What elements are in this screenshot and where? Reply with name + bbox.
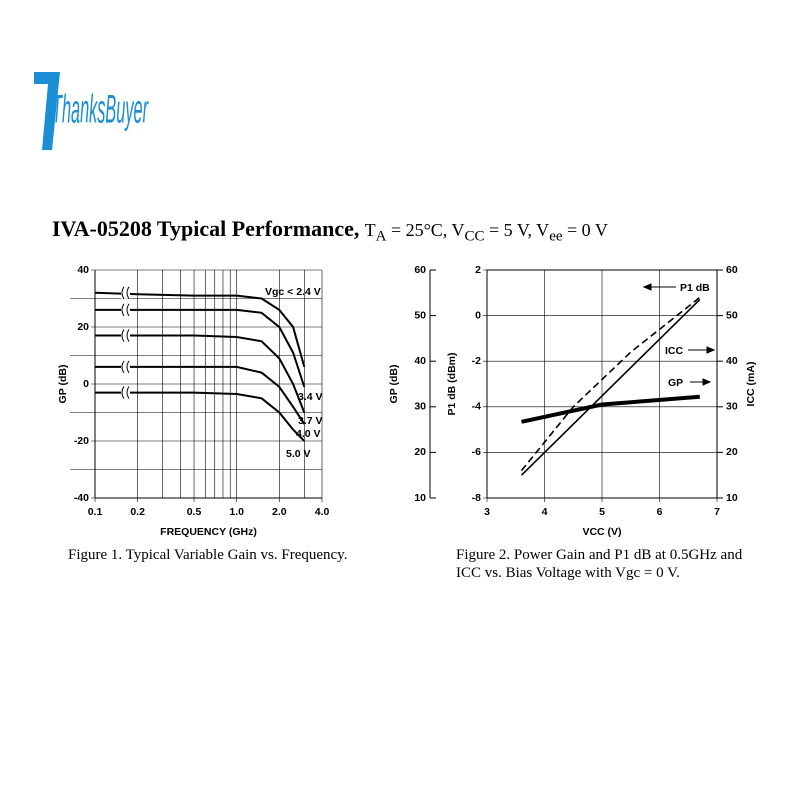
series-line — [95, 365, 306, 425]
series-line — [94, 291, 306, 368]
x-tick-label: 6 — [657, 506, 663, 518]
break — [121, 303, 130, 316]
break-mark — [121, 386, 130, 399]
x-tick-label: 0.1 — [88, 506, 103, 518]
y2-tick-label: 30 — [726, 401, 738, 413]
y-tick-label: -2 — [472, 355, 481, 367]
x-tick-label: 0.5 — [187, 506, 202, 518]
break — [121, 386, 130, 399]
break-mark — [121, 329, 130, 342]
plot-frame — [486, 269, 718, 499]
x-axis-label: FREQUENCY (GHz) — [160, 526, 257, 538]
x-tick-label: 1.0 — [229, 506, 244, 518]
x-tick-label: 3 — [484, 506, 490, 518]
y2-tick-label: 50 — [726, 309, 738, 321]
y-tick-label: -4 — [472, 401, 481, 413]
series-line — [520, 299, 701, 476]
y-tick-label: 40 — [77, 264, 89, 276]
y3-tick-label: 20 — [414, 446, 426, 458]
series-line — [95, 308, 306, 388]
y3-tick-label: 40 — [414, 355, 426, 367]
y-tick-label: -40 — [74, 492, 89, 504]
y-axis-label: GP (dB) — [57, 365, 69, 404]
y-tick-label: 2 — [475, 264, 481, 276]
x-tick-label: 5 — [599, 506, 605, 518]
y2-tick-label: 60 — [726, 264, 738, 276]
series-line — [95, 334, 306, 413]
y-tick-label: -6 — [472, 446, 481, 458]
y-tick-label: -8 — [472, 492, 481, 504]
series-label: 3.4 V — [298, 391, 323, 403]
break — [121, 360, 130, 373]
x-tick-label: 0.2 — [130, 506, 145, 518]
series-label: P1 dB — [680, 282, 710, 294]
y2-tick-label: 20 — [726, 446, 738, 458]
caption: Figure 1. Typical Variable Gain vs. Freq… — [68, 547, 348, 563]
arrow — [690, 378, 712, 386]
condition-part: = 5 V, V — [484, 220, 550, 240]
y3-axis-label: GP (dB) — [388, 365, 400, 404]
series-label: 5.0 V — [286, 448, 311, 460]
y2-tick-label: 10 — [726, 492, 738, 504]
break-mark — [121, 286, 130, 300]
series-label: ICC — [665, 345, 684, 357]
series-line — [521, 394, 700, 424]
x-tick-label: 2.0 — [272, 506, 287, 518]
series-line — [520, 296, 701, 472]
y-tick-label: 0 — [83, 378, 89, 390]
condition-part: ee — [549, 228, 563, 245]
break-mark — [121, 360, 130, 374]
x-axis-label: VCC (V) — [582, 526, 621, 538]
logo-icon — [34, 72, 60, 150]
series-label: 4.0 V — [296, 428, 321, 440]
conditions: TA = 25°C, VCC = 5 V, Vee = 0 V — [364, 220, 608, 245]
condition-part: T — [364, 220, 376, 240]
y2-tick-label: 40 — [726, 355, 738, 367]
condition-part: = 25°C, V — [386, 220, 465, 240]
y-tick-label: 0 — [475, 309, 481, 321]
y3-tick-label: 60 — [414, 264, 426, 276]
y3-tick-label: 50 — [414, 309, 426, 321]
condition-part: A — [375, 228, 387, 245]
y2-axis-label: ICC (mA) — [745, 362, 757, 407]
arrow — [642, 283, 676, 291]
x-tick-label: 7 — [714, 506, 720, 518]
break — [121, 286, 130, 299]
break-mark — [121, 303, 130, 317]
heading: IVA-05208 Typical Performance, TA = 25°C… — [52, 216, 608, 246]
arrow — [688, 346, 716, 354]
x-tick-label: 4 — [542, 506, 548, 518]
condition-part: CC — [464, 228, 485, 245]
heading-title: IVA-05208 Typical Performance, — [52, 216, 360, 241]
series-label: Vgc < 2.4 V — [265, 286, 321, 298]
condition-part: = 0 V — [562, 220, 608, 240]
break — [121, 329, 130, 342]
series-label: GP — [668, 377, 683, 389]
y-axis-label: P1 dB (dBm) — [446, 353, 458, 416]
caption: Figure 2. Power Gain and P1 dB at 0.5GHz… — [456, 547, 743, 581]
logo: ThanksBuyer — [52, 88, 149, 132]
y-tick-label: -20 — [74, 435, 89, 447]
y3-tick-label: 30 — [414, 401, 426, 413]
y3-tick-label: 10 — [414, 492, 426, 504]
y-tick-label: 20 — [77, 321, 89, 333]
series-line — [95, 391, 306, 442]
x-tick-label: 4.0 — [315, 506, 330, 518]
